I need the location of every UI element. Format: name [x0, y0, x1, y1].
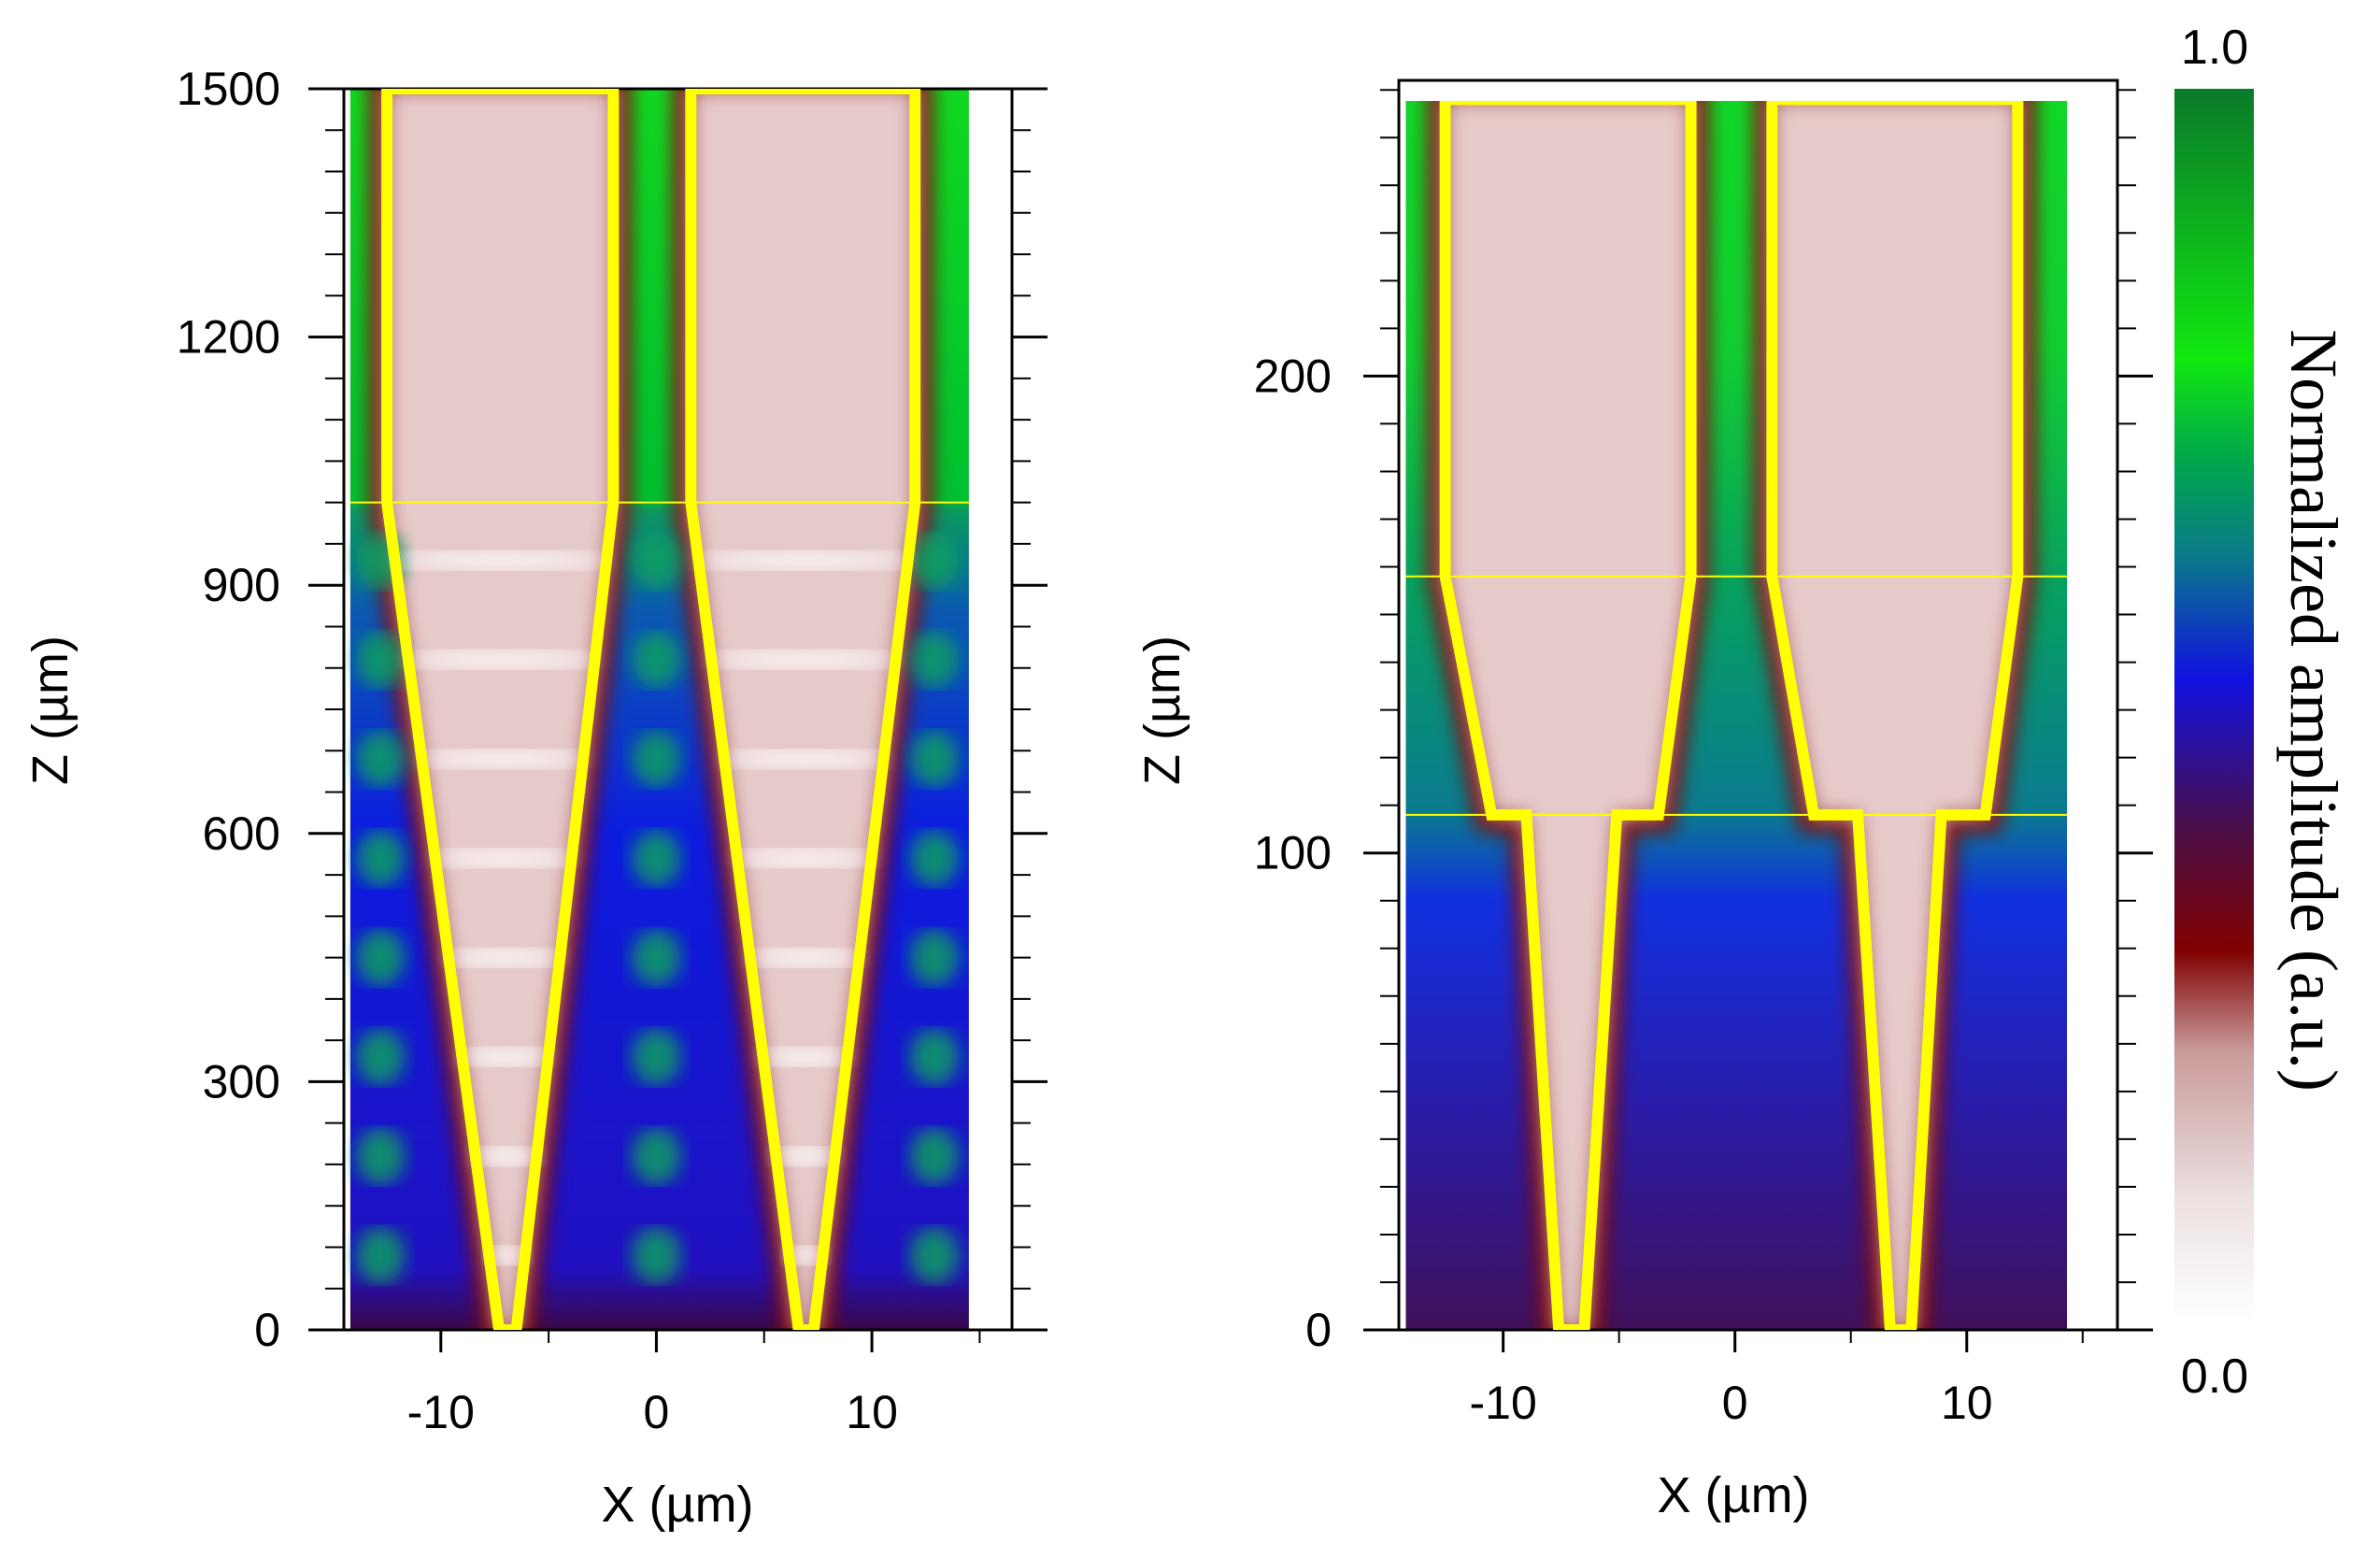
- x-tick-label: -10: [407, 1386, 475, 1438]
- y-tick-label: 300: [203, 1055, 280, 1107]
- mode-spot: [356, 1227, 406, 1284]
- right-ylabel: Z (µm): [1134, 636, 1190, 785]
- right-xlabel: X (µm): [1657, 1467, 1809, 1523]
- mode-spot: [356, 1128, 406, 1185]
- mode-spot: [632, 631, 681, 688]
- mode-spot: [356, 731, 406, 788]
- left-panel: 0 300 600 900 1200 1500 -10 0 10 X (µm) Z (µm): [22, 63, 1047, 1533]
- right-ticks: 0 100 200 -10 0 10: [1254, 89, 2153, 1429]
- left-taper-outline: [381, 89, 620, 1330]
- y-tick-label: 0: [254, 1304, 280, 1356]
- mode-spot: [356, 830, 406, 887]
- right-heatmap: [1405, 101, 2067, 1330]
- right-taper-outlines: [1439, 101, 2024, 1330]
- interior-bright-band: [724, 750, 884, 769]
- interior-bright-band: [449, 948, 561, 967]
- right-taper-outline: [685, 89, 921, 1330]
- interior-bright-band: [394, 550, 607, 570]
- mode-spot: [909, 1128, 959, 1185]
- interior-bright-band: [488, 1246, 526, 1265]
- interior-bright-band: [421, 750, 584, 769]
- mode-spot: [909, 1227, 959, 1284]
- right-plot-frame: [1397, 79, 2119, 1332]
- interior-bright-band: [736, 849, 872, 868]
- mode-spot: [909, 830, 959, 887]
- left-ticks: 0 300 600 900 1200 1500 -10 0 10: [177, 63, 1047, 1438]
- x-tick-label: 0: [644, 1386, 670, 1438]
- colorbar-gradient: [2174, 89, 2254, 1321]
- y-tick-label: 1200: [177, 311, 280, 364]
- colorbar-min-label: 0.0: [2181, 1350, 2248, 1404]
- mode-spot: [632, 731, 681, 788]
- left-taper-outline: [1439, 101, 1697, 1330]
- left-heatmap: [349, 89, 969, 1330]
- right-panel: 0 100 200 -10 0 10 X (µm) Z (µm): [1134, 79, 2153, 1523]
- y-tick-label: 600: [203, 807, 280, 860]
- interior-bright-band: [711, 650, 896, 669]
- x-tick-label: 0: [1722, 1377, 1748, 1429]
- interior-bright-band: [776, 1147, 835, 1166]
- interior-bright-band: [762, 1047, 848, 1066]
- mode-spot: [632, 1227, 681, 1284]
- mode-spot: [909, 929, 959, 986]
- interior-bright-band: [698, 550, 908, 570]
- mode-spot: [909, 731, 959, 788]
- x-tick-label: -10: [1469, 1377, 1536, 1429]
- left-taper-outlines: [381, 89, 921, 1330]
- mode-spot: [632, 1028, 681, 1085]
- mode-spot: [356, 929, 406, 986]
- mode-spot: [632, 929, 681, 986]
- mode-spot: [909, 532, 959, 589]
- mode-spot: [632, 1128, 681, 1185]
- interior-bright-band: [787, 1246, 825, 1265]
- interior-bright-band: [407, 650, 595, 669]
- y-tick-label: 0: [1305, 1304, 1332, 1356]
- colorbar: 1.0 0.0 Normalized amplitude (a.u.): [2174, 21, 2351, 1404]
- mode-spot: [632, 830, 681, 887]
- interior-bright-band: [435, 849, 572, 868]
- x-tick-label: 10: [1941, 1377, 1993, 1429]
- y-tick-label: 200: [1254, 350, 1332, 402]
- interior-bright-band: [475, 1147, 537, 1166]
- mode-spot: [356, 631, 406, 688]
- x-tick-label: 10: [846, 1386, 898, 1438]
- colorbar-max-label: 1.0: [2181, 21, 2248, 75]
- y-tick-label: 900: [203, 559, 280, 611]
- mode-spot: [632, 532, 681, 589]
- right-taper-outline: [1766, 101, 2024, 1330]
- mode-spot: [909, 631, 959, 688]
- left-ylabel: Z (µm): [22, 636, 78, 785]
- left-xlabel: X (µm): [601, 1477, 753, 1533]
- interior-bright-band: [462, 1047, 549, 1066]
- mode-spot: [909, 1028, 959, 1085]
- colorbar-title: Normalized amplitude (a.u.): [2276, 329, 2351, 1092]
- y-tick-label: 100: [1254, 827, 1332, 879]
- mode-spot: [356, 1028, 406, 1085]
- interior-bright-band: [749, 948, 860, 967]
- y-tick-label: 1500: [177, 63, 280, 115]
